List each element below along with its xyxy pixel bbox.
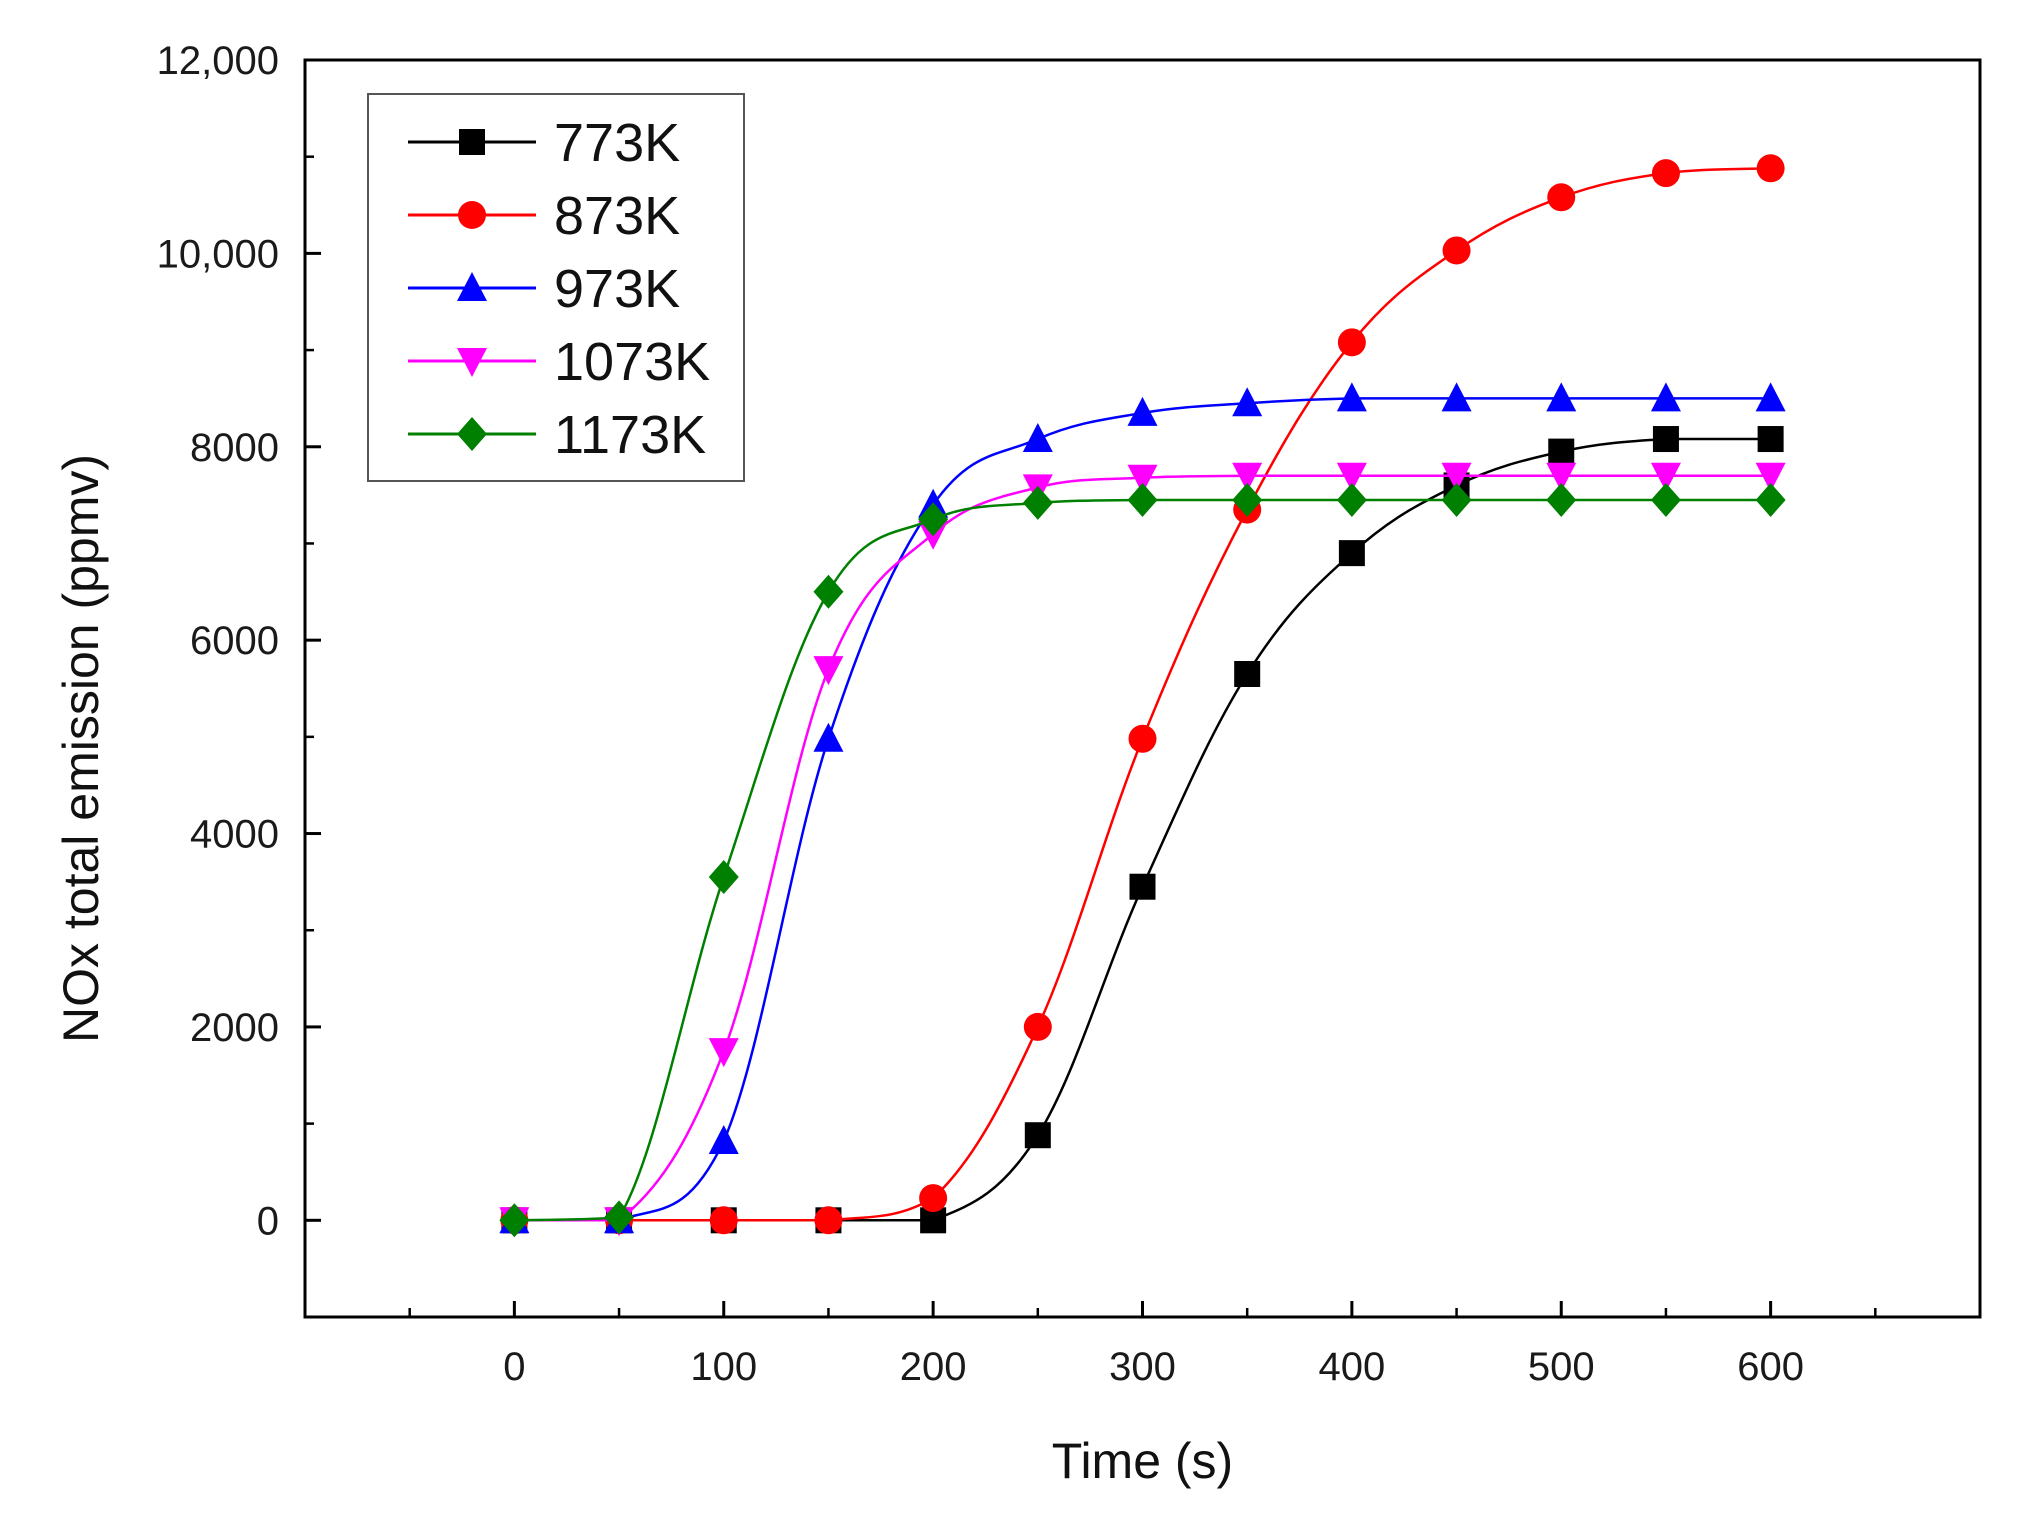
legend: 773K 873K 973K 1073K 1173K [367,93,745,482]
legend-item-1073K: 1073K [408,332,710,392]
y-tick-label: 8000 [190,426,279,470]
y-tick-label: 6000 [190,619,279,663]
data-point-1173K [1127,482,1158,517]
legend-item-873K: 873K [408,186,680,246]
data-point-773K [1024,1122,1051,1149]
data-point-1073K [1650,462,1681,492]
data-point-1173K [1022,485,1053,520]
data-point-773K [1757,426,1784,453]
y-tick-label: 12,000 [157,39,279,83]
x-tick-label: 200 [900,1345,967,1389]
data-point-873K [814,1206,843,1235]
y-tick-label: 0 [257,1199,279,1243]
data-point-1173K [1441,482,1472,517]
y-tick-label: 4000 [190,813,279,857]
data-point-973K [1022,423,1053,453]
plot-area-frame [303,58,1982,1319]
data-point-873K [1756,154,1785,183]
y-tick-label: 2000 [190,1006,279,1050]
series-1173K [499,482,1786,1238]
data-point-873K [1442,236,1471,265]
data-point-1173K [1650,482,1681,517]
data-point-973K [1650,382,1681,412]
data-point-1073K [1232,462,1263,492]
data-point-1173K [499,1203,530,1238]
legend-label: 1073K [554,332,710,392]
y-tick-label: 10,000 [157,232,279,276]
series-line-973K [514,397,1771,1222]
data-point-1073K [1755,462,1786,492]
series-773K [501,426,1784,1234]
x-tick-label: 0 [503,1345,525,1389]
data-point-1073K [1546,462,1577,492]
y-axis-title: NOx total emission (ppmv) [53,454,109,1043]
data-point-873K [1023,1012,1052,1041]
legend-item-973K: 973K [408,259,680,319]
data-point-873K [1651,159,1680,188]
series-line-1073K [514,474,1771,1222]
data-point-873K [709,1206,738,1235]
legend-item-773K: 773K [408,113,680,173]
data-point-873K [919,1184,948,1213]
data-point-1073K [708,1038,739,1068]
x-tick-label: 100 [690,1345,757,1389]
data-point-1073K [1127,464,1158,494]
data-point-973K [1546,382,1577,412]
x-axis-title: Time (s) [1052,1433,1233,1489]
legend-label: 873K [554,186,680,246]
legend-marker [457,272,487,301]
data-point-773K [1652,426,1679,453]
x-tick-label: 500 [1528,1345,1595,1389]
data-point-1073K [813,656,844,686]
legend-marker [458,201,486,229]
data-point-973K [813,722,844,752]
data-point-773K [1234,660,1261,687]
data-point-973K [708,1125,739,1155]
data-point-1173K [604,1200,635,1235]
data-point-773K [1338,540,1365,567]
data-point-1173K [918,502,949,537]
series-layer [499,154,1786,1238]
data-point-873K [1128,724,1157,753]
legend-label: 973K [554,259,680,319]
x-tick-label: 400 [1319,1345,1386,1389]
data-point-1173K [1336,482,1367,517]
data-point-973K [1127,396,1158,426]
data-point-973K [1755,382,1786,412]
x-tick-label: 300 [1109,1345,1176,1389]
data-point-873K [1337,328,1366,357]
legend-marker [457,348,487,377]
legend-marker [457,417,487,451]
legend-marker [459,129,485,155]
series-1073K [499,462,1786,1237]
axis-ticks: 0 100 200 300 400 500 6000200040006000800010,0… [157,39,1877,1389]
data-point-1173K [813,574,844,609]
legend-label: 773K [554,113,680,173]
data-point-773K [1548,438,1575,465]
legend-label: 1173K [554,405,706,465]
data-point-973K [1232,387,1263,417]
series-line-1173K [514,498,1771,1222]
x-tick-label: 600 [1737,1345,1804,1389]
data-point-1173K [1755,482,1786,517]
data-point-973K [1441,382,1472,412]
data-point-973K [1336,382,1367,412]
data-point-1073K [1441,462,1472,492]
data-point-1073K [1336,462,1367,492]
data-point-1173K [1232,482,1263,517]
data-point-773K [1129,873,1156,900]
data-point-1173K [1546,482,1577,517]
data-point-1173K [708,860,739,895]
legend-item-1173K: 1173K [408,405,706,465]
data-point-873K [1547,183,1576,212]
